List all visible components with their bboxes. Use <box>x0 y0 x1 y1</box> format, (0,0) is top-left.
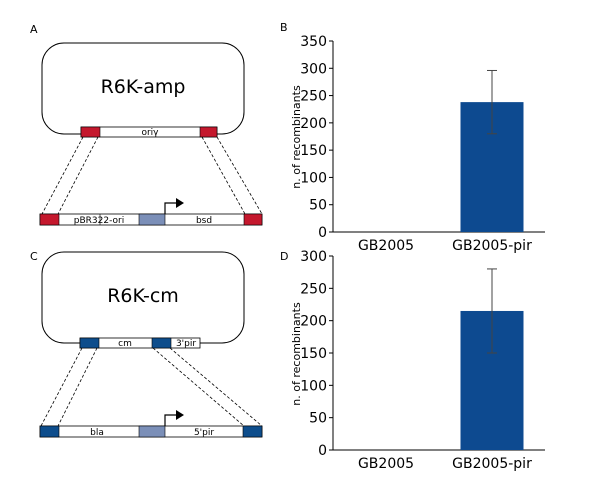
category-label: GB2005-pir <box>452 238 532 254</box>
dashed-line-a-1 <box>41 136 84 215</box>
promoter-arrow-icon <box>164 410 184 426</box>
chart-b: B n. of recombinants 0 50 100 150 200 250 300 3… <box>280 21 545 254</box>
homology-arm-left-a <box>80 126 101 138</box>
y-tick-label: 50 <box>309 198 327 214</box>
dashed-line-c-4 <box>169 347 263 427</box>
ori-label-a: oriγ <box>141 128 159 138</box>
dashed-line-a-3 <box>201 136 246 215</box>
panel-c: C R6K-cm cm 3'pir bla 5'pir <box>30 250 263 438</box>
homology-arm-left-c <box>79 337 100 349</box>
y-tick-label: 0 <box>318 443 327 459</box>
segment-label-5pir: 5'pir <box>194 428 214 438</box>
cm-label-c: cm <box>118 339 132 349</box>
segment-label-bla: bla <box>90 428 104 438</box>
dashed-line-a-2 <box>57 136 99 215</box>
pir-label-c: 3'pir <box>176 339 196 349</box>
dashed-line-a-4 <box>216 136 263 215</box>
category-label: GB2005 <box>358 456 414 472</box>
y-tick-label: 300 <box>300 61 327 77</box>
panel-a-label: A <box>30 23 38 36</box>
plasmid-a-name: R6K-amp <box>101 76 186 98</box>
chart-b-ticks: 0 50 100 150 200 250 300 350 <box>300 34 333 241</box>
plasmid-c-name: R6K-cm <box>107 285 179 307</box>
y-tick-label: 250 <box>300 281 327 297</box>
y-tick-label: 50 <box>309 411 327 427</box>
y-tick-label: 200 <box>300 116 327 132</box>
chart-b-categories: GB2005 GB2005-pir <box>358 238 532 254</box>
homology-arm-right-a <box>199 126 218 138</box>
cassette-a-end-left <box>39 213 60 226</box>
panel-c-label: C <box>30 250 38 263</box>
chart-d-ticks: 0 50 100 150 200 250 300 <box>300 249 333 459</box>
y-tick-label: 350 <box>300 34 327 50</box>
panel-a: A R6K-amp oriγ pBR322-ori bsd <box>30 23 263 226</box>
chart-d-ylabel: n. of recombinants <box>290 302 303 406</box>
chart-b-bars <box>460 69 524 233</box>
y-tick-label: 150 <box>300 346 327 362</box>
cassette-a-end-right <box>243 213 263 226</box>
cassette-a-promoter <box>138 213 166 226</box>
y-tick-label: 150 <box>300 143 327 159</box>
dashed-line-c-1 <box>40 347 83 427</box>
dashed-line-c-3 <box>152 347 245 427</box>
y-tick-label: 250 <box>300 89 327 105</box>
dashed-line-c-2 <box>57 347 98 427</box>
y-tick-label: 300 <box>300 249 327 265</box>
category-label: GB2005-pir <box>452 456 532 472</box>
chart-d: D n. of recombinants 050100150200250300 … <box>280 249 545 472</box>
panel-b-label: B <box>280 21 288 34</box>
y-tick-label: 0 <box>318 225 327 241</box>
category-label: GB2005 <box>358 238 414 254</box>
chart-d-bars <box>460 268 524 450</box>
cassette-c-end-left <box>39 425 60 438</box>
chart-d-categories: GB2005 GB2005-pir <box>358 456 532 472</box>
cassette-c-promoter <box>138 425 166 438</box>
cassette-c-end-right <box>242 425 263 438</box>
y-tick-label: 200 <box>300 314 327 330</box>
y-tick-label: 100 <box>300 378 327 394</box>
homology-arm-right-c <box>151 337 172 349</box>
segment-label-pbr322: pBR322-ori <box>74 216 124 226</box>
y-tick-label: 100 <box>300 170 327 186</box>
chart-b-ylabel: n. of recombinants <box>290 85 303 189</box>
promoter-arrow-icon <box>164 198 184 214</box>
segment-label-bsd: bsd <box>196 216 212 226</box>
panel-d-label: D <box>280 250 288 263</box>
